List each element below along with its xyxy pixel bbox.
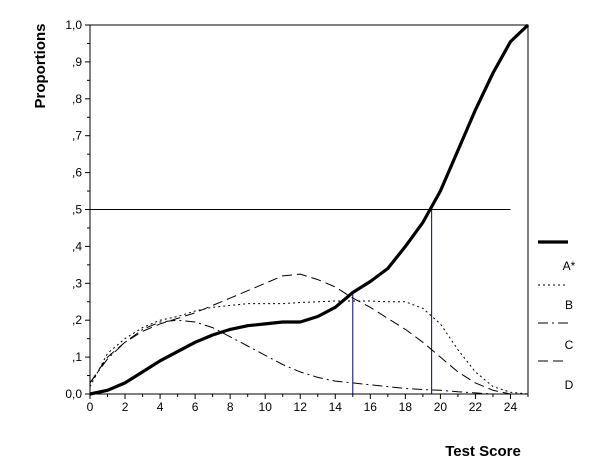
x-tick-label: 6 — [192, 400, 199, 414]
y-axis: 0,0 ,1 ,2 ,3 ,4 ,5 ,6 ,7 ,8 ,9 1,0 — [65, 18, 90, 401]
legend-label: B — [565, 298, 573, 312]
x-tick-label: 2 — [122, 400, 129, 414]
series-line-c — [89, 319, 528, 395]
x-tick-label: 14 — [329, 400, 343, 414]
series-line-d — [89, 273, 528, 395]
x-tick-label: 18 — [399, 400, 413, 414]
x-tick-label: 16 — [364, 400, 378, 414]
y-tick-label: ,5 — [72, 203, 82, 217]
y-tick-label: 1,0 — [65, 18, 82, 32]
series-layer — [89, 23, 530, 396]
y-tick-label: ,3 — [72, 276, 82, 290]
y-tick-label: ,1 — [72, 350, 82, 364]
series-line-b — [89, 300, 529, 395]
x-tick-label: 0 — [87, 400, 94, 414]
y-axis-title: Proportions — [32, 24, 49, 109]
reference-lines — [90, 209, 511, 394]
x-tick-label: 22 — [469, 400, 483, 414]
y-tick-label: ,2 — [72, 313, 82, 327]
x-tick-label: 8 — [227, 400, 234, 414]
legend: A* B C D — [538, 240, 576, 392]
x-axis-title: Test Score — [445, 443, 521, 460]
y-tick-label: ,7 — [72, 129, 82, 143]
x-axis: 0 2 4 6 8 10 12 14 16 18 20 22 24 — [87, 394, 529, 414]
x-tick-label: 10 — [259, 400, 273, 414]
y-tick-label: ,8 — [72, 92, 82, 106]
x-tick-label: 4 — [157, 400, 164, 414]
y-tick-label: ,6 — [72, 166, 82, 180]
x-tick-label: 20 — [434, 400, 448, 414]
legend-label: D — [565, 378, 574, 392]
legend-label: A* — [563, 259, 576, 273]
y-tick-label: ,9 — [72, 55, 82, 69]
legend-label: C — [565, 338, 574, 352]
x-tick-label: 12 — [294, 400, 308, 414]
series-line-a — [89, 23, 530, 396]
x-tick-label: 24 — [504, 400, 518, 414]
y-tick-label: ,4 — [72, 239, 82, 253]
y-tick-label: 0,0 — [65, 387, 82, 401]
